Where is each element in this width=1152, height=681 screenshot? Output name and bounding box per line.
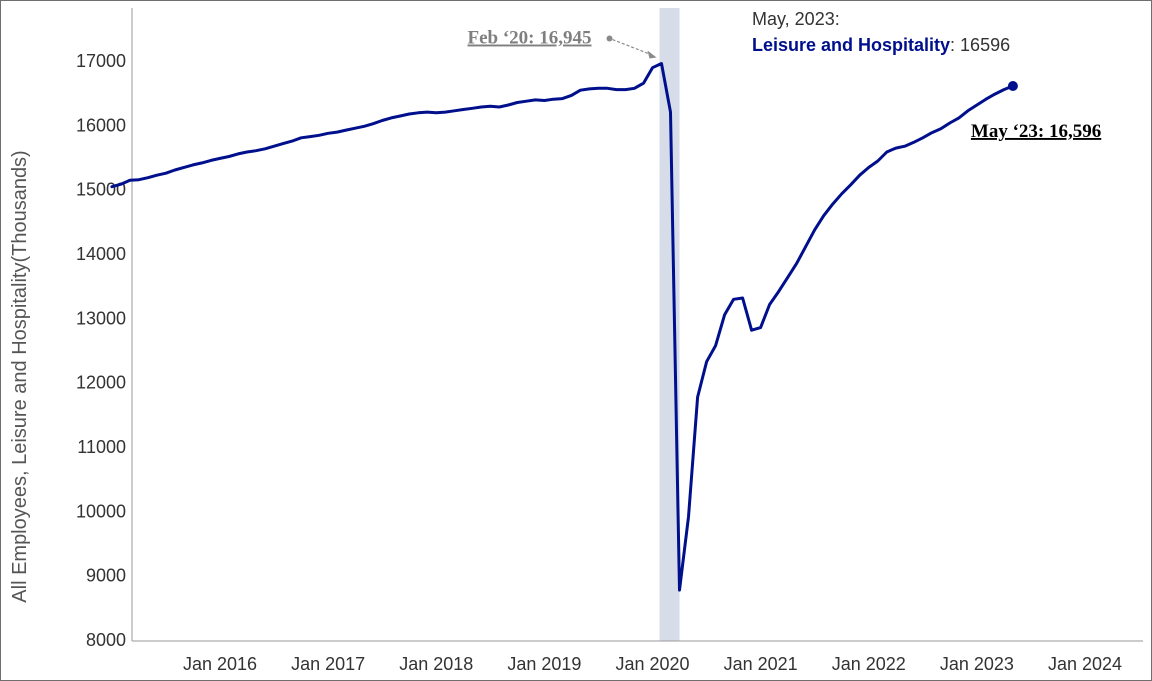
y-tick-label: 13000 [76,308,126,328]
y-tick-label: 8000 [86,630,126,650]
peak-annotation: Feb ‘20: 16,945 [467,28,657,59]
tooltip-series-name: Leisure and Hospitality [752,35,950,55]
y-tick-label: 10000 [76,501,126,521]
y-tick-label: 16000 [76,115,126,135]
last-data-point[interactable] [1007,80,1018,91]
y-tick-label: 17000 [76,51,126,71]
x-tick-label: Jan 2024 [1048,654,1122,674]
peak-annotation-arrow [612,38,654,57]
end-annotation-label: May ‘23: 16,596 [971,121,1101,142]
y-axis-ticks: 8000 9000 10000 11000 12000 13000 14000 15000 16… [76,51,126,650]
y-axis-label: All Employees, Leisure and Hospitality(T… [9,150,31,602]
recession-band [659,8,680,641]
hover-tooltip: May, 2023: Leisure and Hospitality: 1659… [752,9,1010,55]
x-tick-label: Jan 2022 [832,654,906,674]
series-line-leisure-and-hospitality[interactable] [110,62,1015,592]
y-tick-label: 12000 [76,373,126,393]
x-axis-ticks: Jan 2016 Jan 2017 Jan 2018 Jan 2019 Jan 2020… [183,654,1122,674]
x-tick-label: Jan 2020 [615,654,689,674]
y-tick-label: 11000 [77,437,126,457]
y-tick-label: 9000 [86,566,126,586]
y-tick-label: 14000 [76,244,126,264]
y-tick-label: 15000 [76,180,126,200]
peak-annotation-dot [606,35,613,42]
x-tick-label: Jan 2019 [507,654,581,674]
x-tick-label: Jan 2017 [291,654,365,674]
peak-annotation-label: Feb ‘20: 16,945 [467,28,591,49]
x-tick-label: Jan 2018 [399,654,473,674]
x-tick-label: Jan 2023 [940,654,1014,674]
peak-arrowhead-icon [647,50,657,59]
tooltip-series-value: Leisure and Hospitality: 16596 [752,35,1010,55]
x-tick-label: Jan 2021 [724,654,798,674]
tooltip-value: : 16596 [950,35,1010,55]
x-tick-label: Jan 2016 [183,654,257,674]
tooltip-date: May, 2023: [752,9,840,29]
